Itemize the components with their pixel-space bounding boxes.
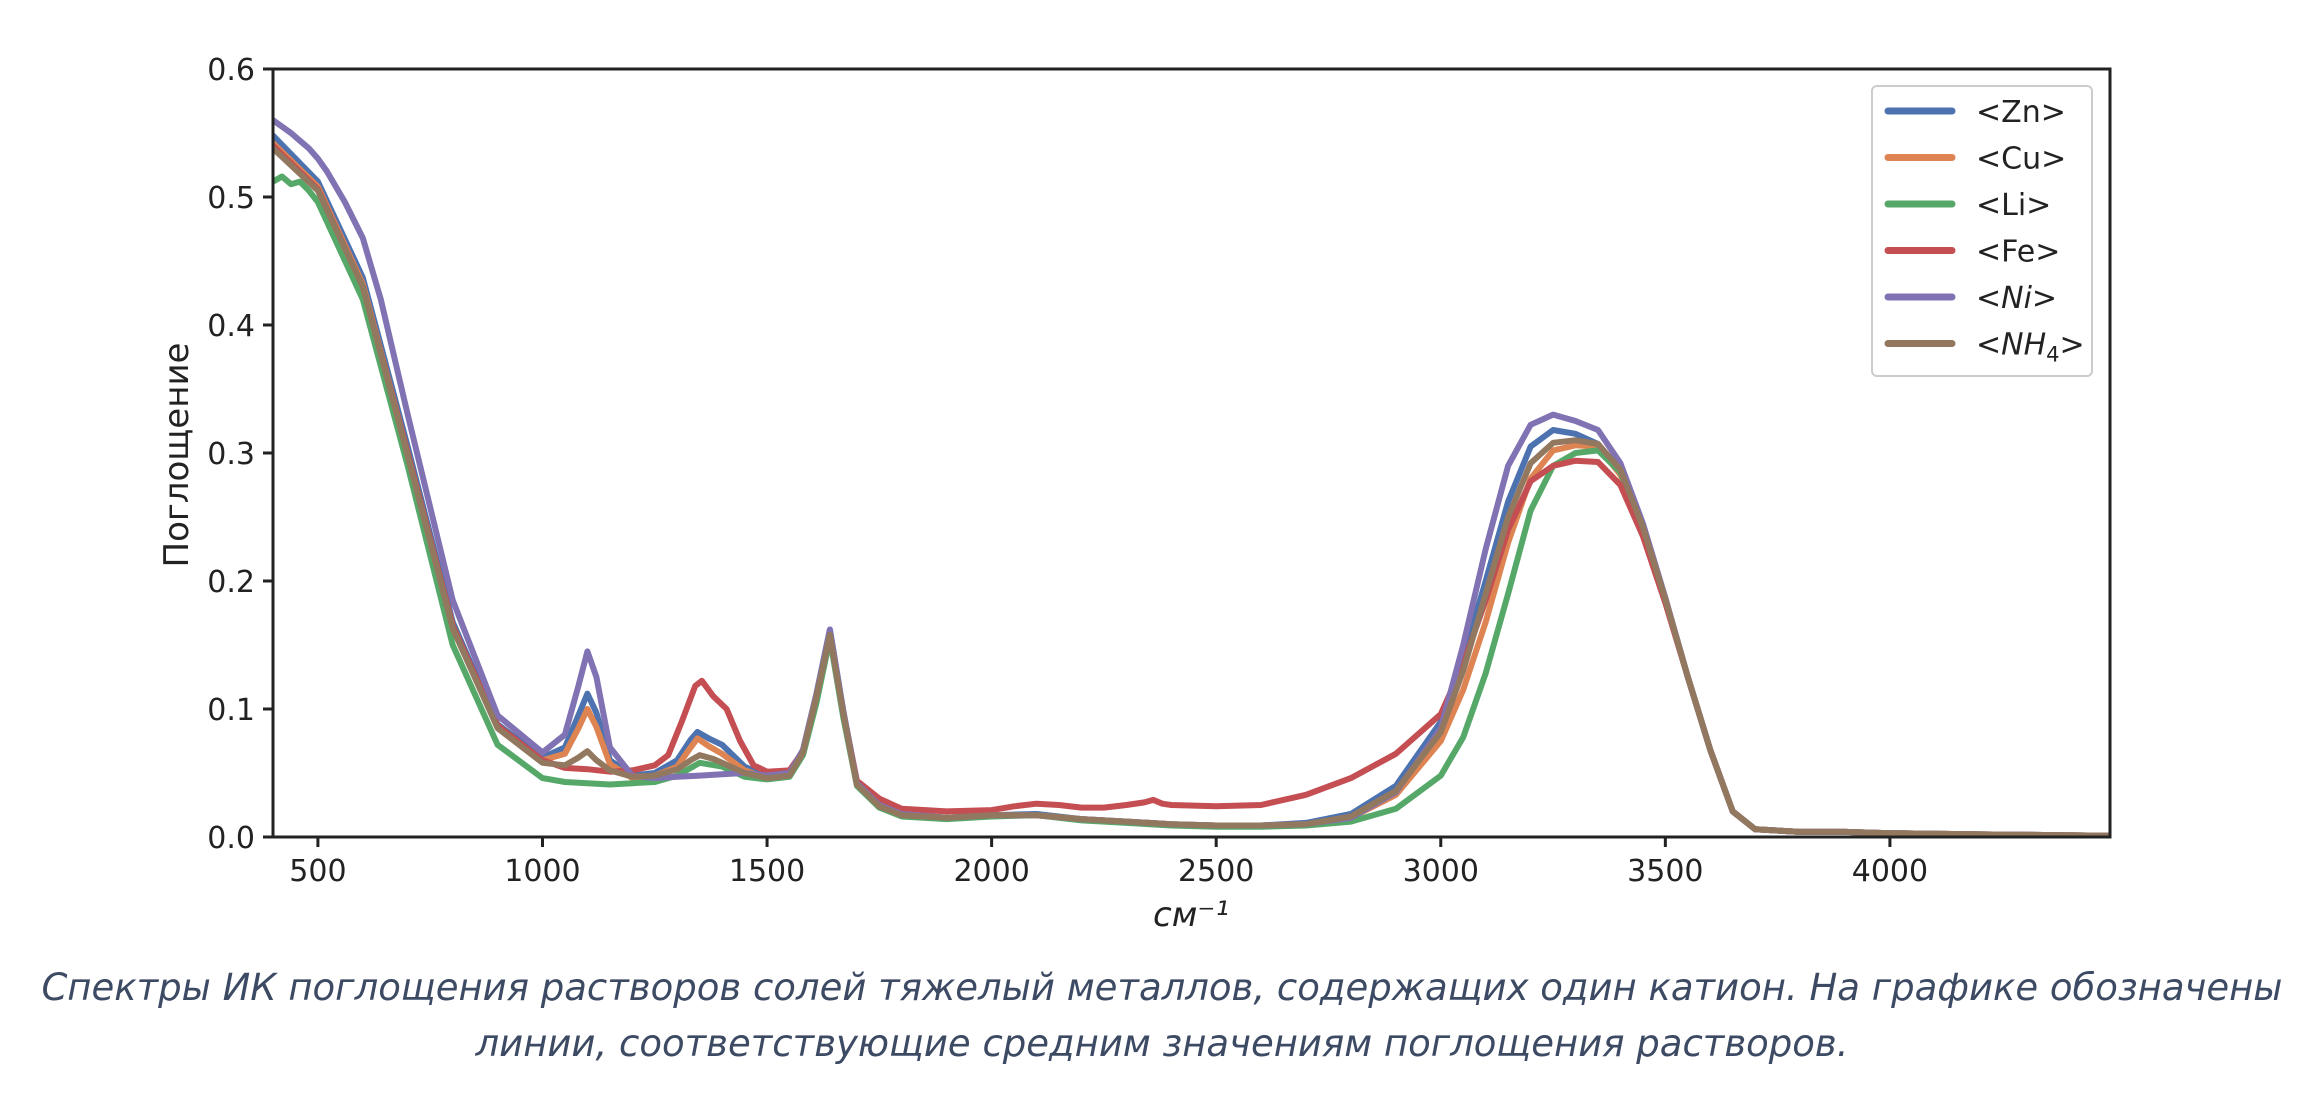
x-tick-label: 4000 [1852, 854, 1928, 889]
y-tick-label: 0.6 [207, 53, 255, 88]
legend-label-0: <Zn> [1976, 95, 2066, 130]
x-axis-title: см⁻¹ [1153, 895, 1229, 935]
series-line-0 [273, 132, 2110, 837]
series-line-1 [273, 140, 2110, 837]
legend-label-2: <Li> [1976, 188, 2051, 223]
legend-label-5: <NH4> [1976, 328, 2085, 367]
y-axis: 0.0 0.1 0.2 0.3 0.4 0.5 0.6 [207, 53, 273, 856]
figure-caption: Спектры ИК поглощения растворов солей тя… [0, 960, 2324, 1072]
legend-label-3: <Fe> [1976, 235, 2060, 270]
y-tick-label: 0.5 [207, 181, 255, 216]
legend: <Zn> <Cu> <Li> <Fe> <Ni> <NH4> [1871, 85, 2093, 377]
y-tick-label: 0.3 [207, 437, 255, 472]
caption-line-2: линии, соответствующие средним значениям… [475, 1022, 1849, 1065]
y-tick-label: 0.1 [207, 693, 255, 728]
legend-label-4: <Ni> [1976, 281, 2057, 316]
caption-line-1: Спектры ИК поглощения растворов солей тя… [41, 966, 2283, 1009]
series-line-4 [273, 117, 2110, 837]
y-tick-label: 0.2 [207, 565, 255, 600]
y-axis-title: Поглощение [157, 343, 197, 568]
x-tick-label: 1000 [504, 854, 580, 889]
legend-label-1: <Cu> [1976, 142, 2066, 177]
x-axis: 500 1000 1500 2000 2500 3000 3500 4000 [289, 837, 1928, 889]
series-line-2 [273, 173, 2110, 837]
series-line-3 [273, 142, 2110, 837]
series-line-5 [273, 145, 2110, 837]
chart: 500 1000 1500 2000 2500 3000 3500 4000 0.00.10.… [157, 53, 2112, 935]
y-tick-label: 0.4 [207, 309, 255, 344]
x-tick-label: 500 [289, 854, 346, 889]
y-tick-label: 0.0 [207, 821, 255, 856]
x-tick-label: 1500 [729, 854, 805, 889]
series-layer [273, 117, 2110, 837]
x-tick-label: 2000 [953, 854, 1029, 889]
x-tick-label: 2500 [1178, 854, 1254, 889]
plot-frame [271, 67, 2112, 839]
x-tick-label: 3000 [1403, 854, 1479, 889]
x-tick-label: 3500 [1627, 854, 1703, 889]
